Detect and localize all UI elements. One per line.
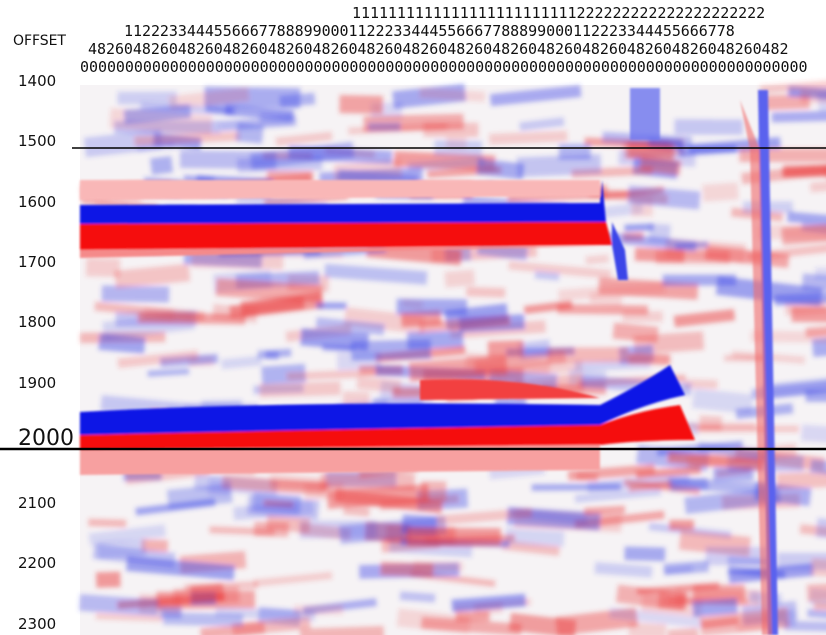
time-label: 1800	[18, 313, 56, 331]
offset-digits: 0000000000000000000000000000000000000000…	[80, 59, 807, 75]
time-label: 1500	[18, 132, 56, 150]
texture	[236, 123, 264, 144]
texture	[693, 585, 745, 601]
seismic-viewer: OFFSET 111111111111111111111111122222222…	[0, 0, 826, 635]
texture	[628, 353, 670, 365]
texture	[102, 285, 170, 302]
time-label: 1900	[18, 374, 56, 392]
offset-digits: 1122233444556667788899000112223344455666…	[124, 23, 735, 39]
texture	[702, 182, 738, 201]
time-label: 1600	[18, 193, 56, 211]
time-label: 2300	[18, 615, 56, 633]
texture	[368, 122, 400, 131]
texture	[423, 123, 478, 137]
texture	[696, 426, 799, 433]
texture	[784, 621, 826, 632]
texture	[624, 547, 665, 562]
texture	[208, 478, 230, 496]
texture	[675, 119, 743, 135]
texture	[407, 528, 501, 547]
texture	[397, 299, 467, 315]
texture	[814, 602, 826, 611]
texture	[444, 270, 475, 288]
texture	[635, 248, 685, 263]
texture	[317, 302, 347, 309]
time-label: 2200	[18, 554, 56, 572]
texture	[669, 520, 694, 530]
texture	[629, 622, 667, 635]
offset-label: OFFSET	[13, 33, 66, 49]
time-label: 2000	[18, 426, 74, 451]
texture	[88, 519, 126, 528]
texture	[339, 95, 383, 114]
texture	[138, 312, 245, 324]
texture	[96, 572, 121, 588]
texture	[150, 156, 173, 175]
time-label: 2100	[18, 494, 56, 512]
texture	[456, 611, 490, 621]
texture	[670, 478, 708, 491]
texture	[159, 606, 181, 618]
texture	[337, 351, 381, 370]
offset-digits: 4826048260482604826048260482604826048260…	[88, 41, 789, 57]
offset-digits: 1111111111111111111111111222222222222222…	[352, 5, 765, 21]
texture	[624, 224, 653, 232]
time-label: 1400	[18, 72, 56, 90]
texture	[559, 144, 591, 160]
time-label: 1700	[18, 253, 56, 271]
texture	[532, 484, 621, 491]
texture	[466, 287, 505, 298]
texture	[413, 561, 463, 572]
seismic-section	[0, 0, 826, 635]
